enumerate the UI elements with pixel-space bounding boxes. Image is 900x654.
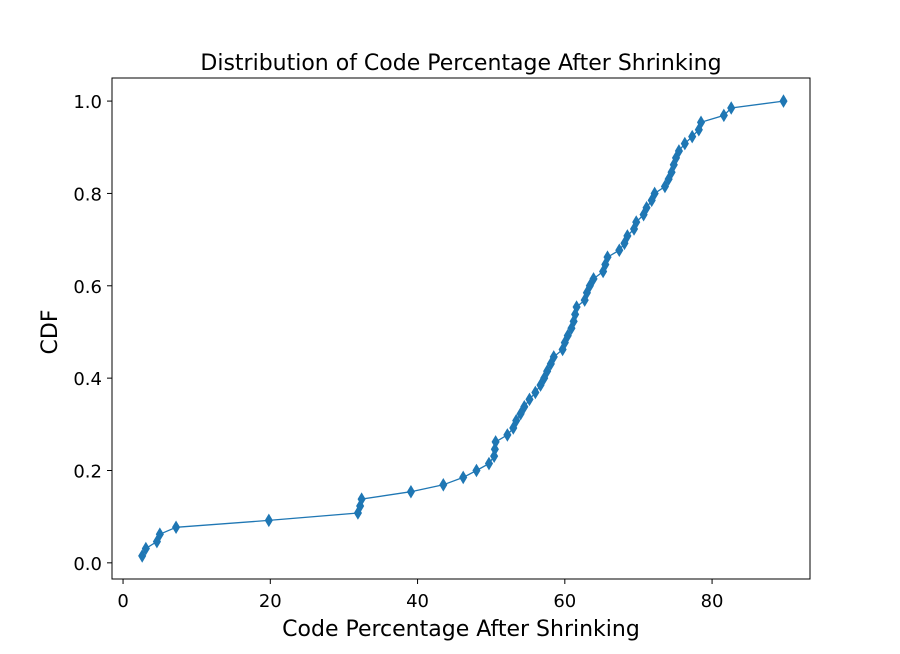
data-point-marker — [615, 243, 624, 258]
data-point-marker — [674, 144, 684, 158]
y-tick-label: 0.0 — [73, 554, 102, 575]
data-point-marker — [490, 449, 499, 463]
plot-layer — [138, 94, 788, 563]
plot-frame — [111, 77, 811, 580]
data-point-marker — [516, 406, 525, 421]
data-point-marker — [536, 378, 545, 392]
data-point-marker — [572, 300, 581, 314]
data-point-marker — [141, 541, 150, 556]
data-point-marker — [549, 350, 558, 364]
y-axis-ticks: 0.0 0.2 0.4 0.6 0.8 1.0 — [73, 92, 112, 575]
data-point-marker — [491, 435, 500, 449]
data-point-marker — [563, 328, 572, 343]
data-point-marker — [680, 136, 689, 151]
x-tick-label: 80 — [701, 591, 724, 612]
data-point-marker — [603, 250, 612, 264]
data-point-marker — [138, 549, 147, 563]
data-point-marker — [459, 470, 468, 485]
x-tick-label: 0 — [117, 591, 128, 612]
y-tick-label: 1.0 — [73, 92, 102, 113]
data-point-marker — [543, 364, 552, 378]
data-point-marker — [484, 456, 494, 471]
x-tick-label: 40 — [406, 591, 429, 612]
data-point-marker — [357, 492, 366, 506]
data-point-marker — [632, 215, 641, 229]
y-tick-label: 0.4 — [73, 369, 102, 390]
chart-title: Distribution of Code Percentage After Sh… — [200, 51, 721, 76]
data-point-marker — [660, 179, 670, 194]
data-point-marker — [439, 478, 448, 492]
data-point-marker — [727, 101, 736, 115]
data-point-marker — [650, 186, 659, 201]
data-point-marker — [585, 279, 594, 293]
x-axis-ticks: 0 20 40 60 80 — [117, 579, 724, 612]
data-point-marker — [503, 428, 512, 442]
data-point-marker — [696, 115, 706, 130]
data-point-marker — [472, 463, 481, 478]
data-point-marker — [520, 399, 529, 414]
y-axis-label: CDF — [38, 310, 63, 355]
data-point-marker — [642, 200, 651, 215]
x-tick-label: 20 — [259, 591, 282, 612]
data-point-marker — [531, 385, 540, 400]
y-tick-label: 0.8 — [73, 184, 102, 205]
data-point-marker — [719, 108, 728, 123]
data-point-marker — [589, 272, 598, 286]
data-point-marker — [406, 484, 415, 499]
data-point-marker — [525, 392, 534, 407]
data-point-marker — [779, 94, 788, 108]
data-point-marker — [155, 527, 164, 541]
y-tick-label: 0.2 — [73, 461, 102, 482]
data-point-marker — [512, 413, 521, 428]
x-axis-label: Code Percentage After Shrinking — [282, 617, 640, 642]
x-tick-label: 60 — [553, 591, 576, 612]
data-point-marker — [264, 513, 273, 528]
y-tick-label: 0.6 — [73, 277, 102, 298]
data-point-marker — [688, 129, 697, 144]
data-point-marker — [623, 229, 632, 243]
data-point-marker — [171, 520, 181, 535]
